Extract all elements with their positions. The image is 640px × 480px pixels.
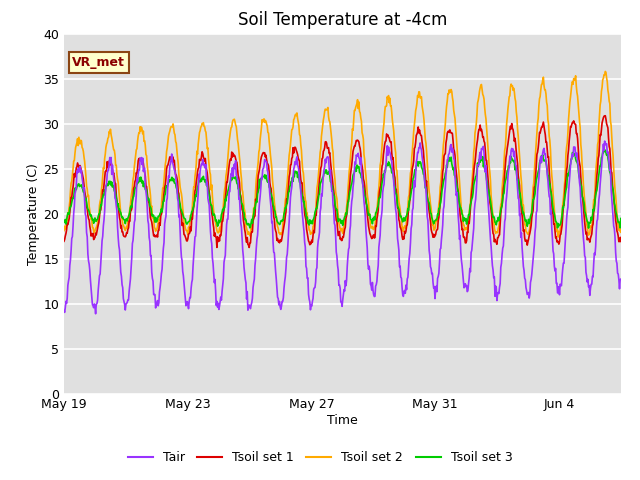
Y-axis label: Temperature (C): Temperature (C): [28, 163, 40, 264]
Title: Soil Temperature at -4cm: Soil Temperature at -4cm: [237, 11, 447, 29]
X-axis label: Time: Time: [327, 414, 358, 427]
Text: VR_met: VR_met: [72, 56, 125, 69]
Legend: Tair, Tsoil set 1, Tsoil set 2, Tsoil set 3: Tair, Tsoil set 1, Tsoil set 2, Tsoil se…: [123, 446, 517, 469]
